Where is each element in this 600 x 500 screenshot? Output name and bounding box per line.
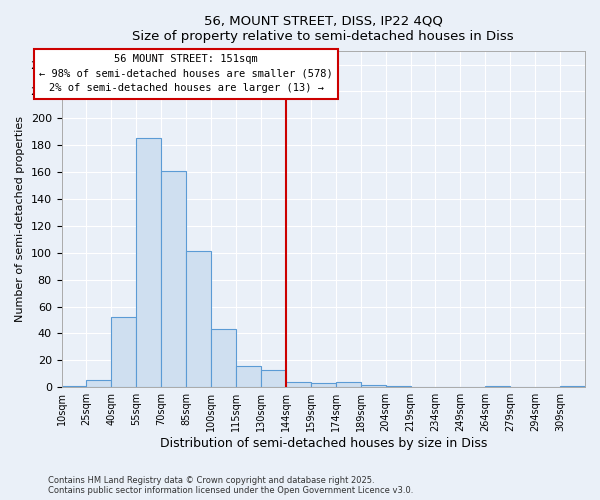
Bar [386, 386, 410, 387]
X-axis label: Distribution of semi-detached houses by size in Diss: Distribution of semi-detached houses by … [160, 437, 487, 450]
Bar [186, 252, 211, 387]
Bar [485, 386, 510, 387]
Bar [311, 383, 336, 387]
Bar [336, 382, 361, 387]
Bar [286, 382, 311, 387]
Bar [211, 330, 236, 387]
Bar [112, 318, 136, 387]
Bar [62, 386, 86, 387]
Bar [86, 380, 112, 387]
Bar [236, 366, 261, 387]
Bar [161, 171, 186, 387]
Text: Contains HM Land Registry data © Crown copyright and database right 2025.
Contai: Contains HM Land Registry data © Crown c… [48, 476, 413, 495]
Y-axis label: Number of semi-detached properties: Number of semi-detached properties [15, 116, 25, 322]
Text: 56 MOUNT STREET: 151sqm
← 98% of semi-detached houses are smaller (578)
2% of se: 56 MOUNT STREET: 151sqm ← 98% of semi-de… [39, 54, 333, 94]
Bar [261, 370, 286, 387]
Bar [560, 386, 585, 387]
Title: 56, MOUNT STREET, DISS, IP22 4QQ
Size of property relative to semi-detached hous: 56, MOUNT STREET, DISS, IP22 4QQ Size of… [133, 15, 514, 43]
Bar [136, 138, 161, 387]
Bar [361, 384, 386, 387]
